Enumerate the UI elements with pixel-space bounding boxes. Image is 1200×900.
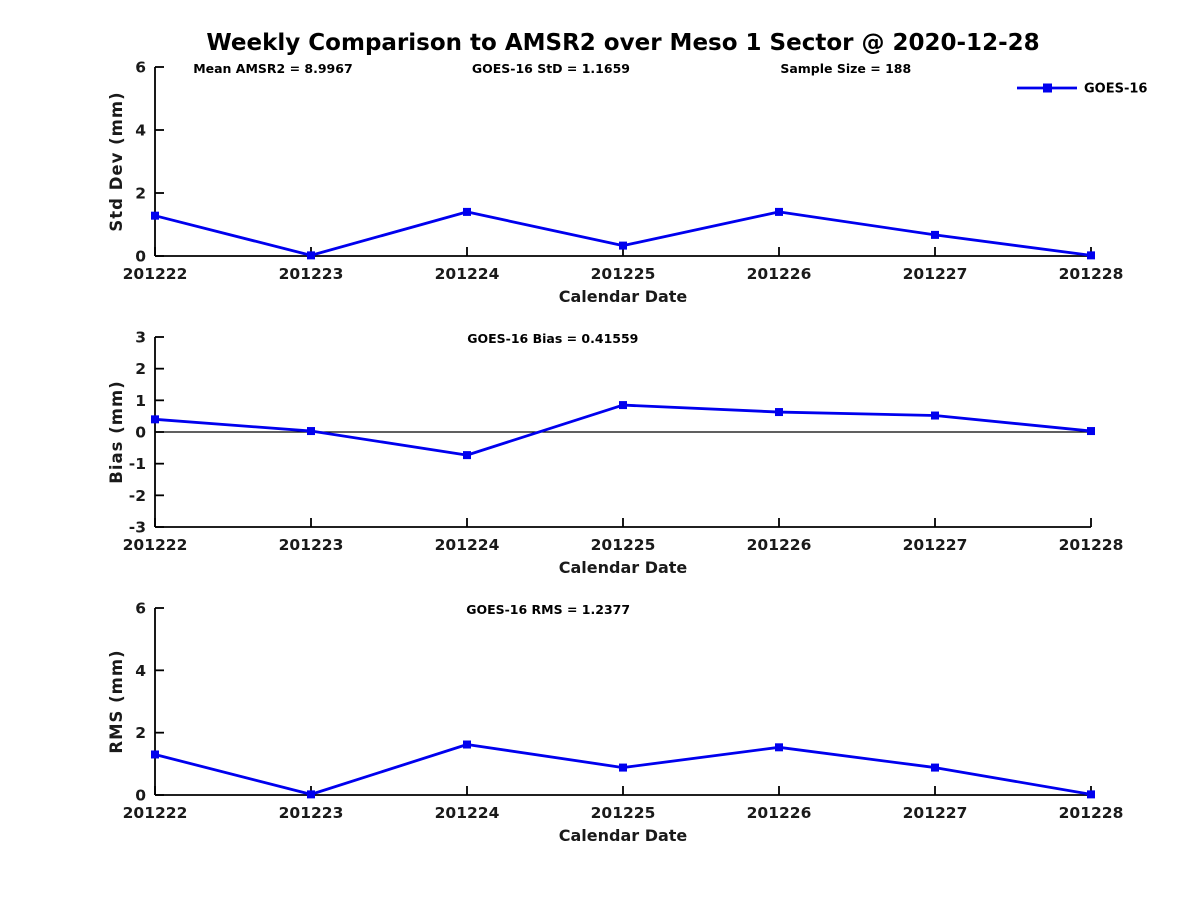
annotation-text-std-dev-0: Mean AMSR2 = 8.9967: [193, 61, 352, 76]
y-tick-label: 3: [135, 329, 146, 347]
goes16-marker: [775, 207, 783, 216]
goes16-marker: [463, 207, 471, 216]
goes16-marker: [775, 408, 783, 417]
y-tick-label: 4: [135, 122, 146, 140]
goes16-marker: [151, 750, 159, 759]
x-tick-label: 201225: [591, 265, 656, 283]
x-axis-title: Calendar Date: [559, 558, 688, 577]
x-tick-label: 201224: [435, 804, 500, 822]
x-axis-title: Calendar Date: [559, 287, 688, 306]
goes16-marker: [931, 411, 939, 420]
x-tick-label: 201222: [123, 536, 188, 554]
goes16-marker: [619, 763, 627, 772]
annotation-text-std-dev-2: Sample Size = 188: [780, 61, 911, 76]
x-tick-label: 201227: [903, 804, 968, 822]
x-tick-label: 201224: [435, 536, 500, 554]
subplot-bias: GOES-16 Bias = 0.41559 -3 -2 -1 0 1 2 3 201222 20…: [107, 329, 1123, 578]
figure-title: Weekly Comparison to AMSR2 over Meso 1 S…: [206, 30, 1040, 56]
x-tick-label: 201227: [903, 536, 968, 554]
y-tick-label: 2: [135, 185, 146, 203]
goes16-marker: [1087, 251, 1095, 260]
x-tick-label: 201222: [123, 804, 188, 822]
goes16-marker: [1087, 427, 1095, 436]
goes16-marker: [463, 740, 471, 749]
goes16-marker: [931, 230, 939, 239]
x-tick-label: 201223: [279, 265, 344, 283]
x-tick-label: 201226: [747, 804, 812, 822]
x-tick-label: 201228: [1059, 804, 1124, 822]
goes16-marker: [307, 251, 315, 260]
goes16-marker: [151, 415, 159, 424]
goes16-marker: [307, 427, 315, 436]
x-tick-label: 201225: [591, 804, 656, 822]
goes16-marker: [775, 743, 783, 752]
y-tick-label: 2: [135, 360, 146, 378]
y-tick-label: 0: [135, 787, 146, 805]
y-tick-label: -2: [129, 487, 146, 505]
y-tick-label: 6: [135, 59, 146, 77]
subplot-std-dev: Mean AMSR2 = 8.9967 GOES-16 StD = 1.1659 S…: [107, 59, 1147, 307]
y-tick-label: 2: [135, 724, 146, 742]
goes16-marker: [931, 763, 939, 772]
goes16-marker: [619, 401, 627, 410]
legend-label: GOES-16: [1084, 82, 1147, 97]
legend-marker: [1043, 83, 1052, 93]
x-tick-label: 201222: [123, 265, 188, 283]
x-tick-label: 201226: [747, 536, 812, 554]
x-tick-label: 201223: [279, 536, 344, 554]
goes16-marker: [463, 451, 471, 460]
y-axis-title: RMS (mm): [107, 649, 126, 753]
subplot-rms: GOES-16 RMS = 1.2377 0 2 4 6 201222 201223 2012…: [107, 600, 1123, 846]
annotation-text-rms-0: GOES-16 RMS = 1.2377: [466, 602, 630, 617]
x-tick-label: 201223: [279, 804, 344, 822]
annotation-text-std-dev-1: GOES-16 StD = 1.1659: [472, 61, 630, 76]
y-tick-label: 1: [135, 392, 146, 410]
x-axis-title: Calendar Date: [559, 826, 688, 845]
goes16-marker: [151, 211, 159, 220]
annotation-text-bias-0: GOES-16 Bias = 0.41559: [467, 331, 638, 346]
x-tick-label: 201228: [1059, 265, 1124, 283]
goes16-marker: [1087, 790, 1095, 799]
x-tick-label: 201228: [1059, 536, 1124, 554]
y-tick-label: 6: [135, 600, 146, 618]
y-tick-label: 0: [135, 424, 146, 442]
x-tick-label: 201226: [747, 265, 812, 283]
y-axis-title: Std Dev (mm): [107, 91, 126, 231]
goes16-marker: [307, 790, 315, 799]
goes16-line: [154, 403, 1092, 457]
y-tick-label: 0: [135, 248, 146, 266]
y-tick-label: -3: [129, 519, 146, 537]
x-tick-label: 201227: [903, 265, 968, 283]
x-tick-label: 201225: [591, 536, 656, 554]
y-tick-label: 4: [135, 662, 146, 680]
y-tick-label: -1: [129, 455, 146, 473]
y-axis-title: Bias (mm): [107, 380, 126, 483]
goes16-marker: [619, 241, 627, 250]
x-tick-label: 201224: [435, 265, 500, 283]
